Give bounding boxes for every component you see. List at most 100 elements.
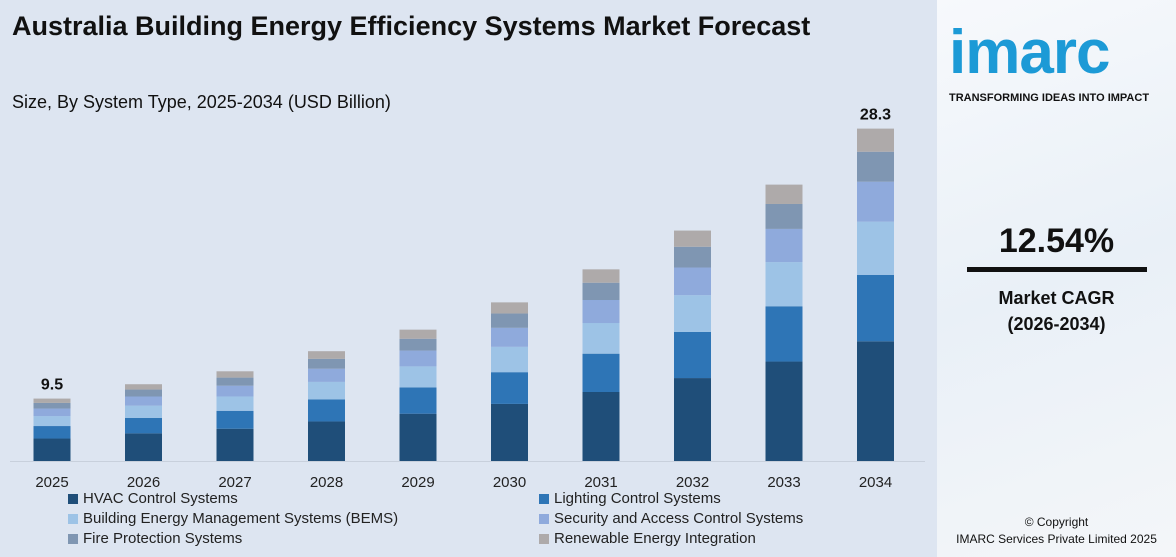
- bar-segment-2027-0: [216, 428, 254, 461]
- bar-segment-2031-1: [582, 353, 620, 393]
- bar-segment-2026-5: [125, 384, 162, 390]
- x-tick-label: 2028: [310, 474, 343, 491]
- total-label: 28.3: [860, 107, 891, 124]
- x-tick-label: 2034: [859, 474, 892, 491]
- legend-item: HVAC Control Systems: [68, 490, 238, 507]
- bar-segment-2033-5: [765, 184, 803, 204]
- bar-segment-2030-4: [491, 313, 528, 328]
- bar-segment-2033-3: [765, 228, 803, 263]
- bar-segment-2030-2: [491, 346, 528, 373]
- bar-segment-2029-1: [399, 387, 437, 414]
- x-tick-label: 2029: [401, 474, 434, 491]
- x-tick-label: 2025: [35, 474, 68, 491]
- legend-swatch: [68, 513, 78, 524]
- chart-subtitle: Size, By System Type, 2025-2034 (USD Bil…: [12, 92, 391, 112]
- bar-segment-2026-0: [125, 433, 162, 461]
- legend-swatch: [539, 513, 549, 524]
- bar-segment-2026-1: [125, 418, 162, 434]
- bar-segment-2025-5: [33, 398, 71, 403]
- bar-segment-2027-2: [216, 396, 254, 411]
- bar-segment-2032-2: [674, 295, 711, 332]
- bar-segment-2026-3: [125, 396, 162, 406]
- total-label: 9.5: [41, 377, 63, 394]
- x-tick-label: 2027: [218, 474, 251, 491]
- bar-segment-2032-4: [674, 246, 711, 268]
- legend-item: Building Energy Management Systems (BEMS…: [68, 510, 398, 527]
- legend-item: Lighting Control Systems: [539, 490, 721, 507]
- bar-segment-2029-5: [399, 329, 437, 339]
- cagr-label: Market CAGR (2026-2034): [937, 285, 1176, 337]
- bar-segment-2033-1: [765, 306, 803, 362]
- bar-segment-2030-0: [491, 403, 528, 461]
- bar-segment-2028-5: [308, 351, 345, 359]
- bar-segment-2032-3: [674, 267, 711, 296]
- bar-segment-2034-1: [857, 274, 894, 342]
- bar-segment-2034-4: [857, 151, 894, 182]
- bar-segment-2026-4: [125, 389, 162, 397]
- info-panel: imarc TRANSFORMING IDEAS INTO IMPACT 12.…: [937, 0, 1176, 557]
- legend-swatch: [539, 493, 549, 504]
- bar-segment-2034-5: [857, 128, 894, 152]
- bar-segment-2031-5: [582, 269, 620, 283]
- bar-segment-2027-1: [216, 410, 254, 429]
- x-tick-label: 2031: [584, 474, 617, 491]
- copyright: © Copyright IMARC Services Private Limit…: [937, 514, 1176, 548]
- bar-segment-2027-4: [216, 377, 254, 386]
- bar-segment-2027-5: [216, 371, 254, 378]
- legend-label: Renewable Energy Integration: [554, 530, 756, 547]
- bar-segment-2025-2: [33, 416, 71, 427]
- bar-segment-2032-1: [674, 331, 711, 379]
- bar-segment-2031-2: [582, 323, 620, 354]
- legend-label: HVAC Control Systems: [83, 490, 238, 507]
- cagr-period: (2026-2034): [1007, 314, 1106, 334]
- bar-segment-2028-1: [308, 399, 345, 422]
- bar-segment-2029-2: [399, 366, 437, 388]
- bar-segment-2031-4: [582, 282, 620, 301]
- legend-swatch: [68, 533, 78, 544]
- bar-segment-2032-5: [674, 230, 711, 247]
- legend-swatch: [539, 533, 549, 544]
- bar-segment-2028-2: [308, 381, 345, 400]
- legend-label: Lighting Control Systems: [554, 490, 721, 507]
- legend-item: Renewable Energy Integration: [539, 530, 756, 547]
- bar-segment-2025-1: [33, 426, 71, 439]
- chart-panel: Australia Building Energy Efficiency Sys…: [10, 11, 925, 547]
- cagr-label-text: Market CAGR: [998, 288, 1115, 308]
- chart-title: Australia Building Energy Efficiency Sys…: [12, 11, 811, 41]
- legend-label: Security and Access Control Systems: [554, 510, 804, 527]
- stacked-bar-chart: 2025 9.5 2026 2027 2028 2029 2030 2031 2032 2033 2…: [10, 107, 925, 491]
- bar-segment-2028-0: [308, 421, 345, 461]
- imarc-logo: imarc: [949, 18, 1110, 87]
- legend-item: Fire Protection Systems: [68, 530, 242, 547]
- bar-segment-2032-0: [674, 378, 711, 461]
- x-tick-label: 2033: [767, 474, 800, 491]
- legend-swatch: [68, 493, 78, 504]
- bar-segment-2025-4: [33, 402, 71, 409]
- cagr-value: 12.54%: [998, 222, 1115, 260]
- copyright-line1: © Copyright: [1024, 515, 1089, 529]
- bar-segment-2034-2: [857, 221, 894, 275]
- x-tick-label: 2026: [127, 474, 160, 491]
- bar-segment-2025-3: [33, 408, 71, 417]
- bar-segment-2025-0: [33, 438, 71, 461]
- bar-segment-2029-3: [399, 350, 437, 367]
- bar-segment-2028-4: [308, 358, 345, 369]
- x-tick-label: 2032: [676, 474, 709, 491]
- bar-segment-2033-0: [765, 361, 803, 461]
- bar-segment-2026-2: [125, 405, 162, 419]
- bar-segment-2030-1: [491, 372, 528, 404]
- bar-segment-2031-0: [582, 392, 620, 461]
- legend-item: Security and Access Control Systems: [539, 510, 803, 527]
- bar-segment-2029-4: [399, 338, 437, 351]
- bar-segment-2029-0: [399, 413, 437, 461]
- bar-segment-2028-3: [308, 368, 345, 382]
- bar-segment-2031-3: [582, 300, 620, 324]
- logo-tagline: TRANSFORMING IDEAS INTO IMPACT: [949, 92, 1150, 104]
- bar-segment-2033-4: [765, 203, 803, 229]
- bar-segment-2027-3: [216, 385, 254, 397]
- divider: [967, 267, 1147, 272]
- bar-segment-2030-5: [491, 302, 528, 314]
- x-tick-label: 2030: [493, 474, 526, 491]
- bar-segment-2030-3: [491, 327, 528, 347]
- legend-label: Building Energy Management Systems (BEMS…: [83, 510, 399, 527]
